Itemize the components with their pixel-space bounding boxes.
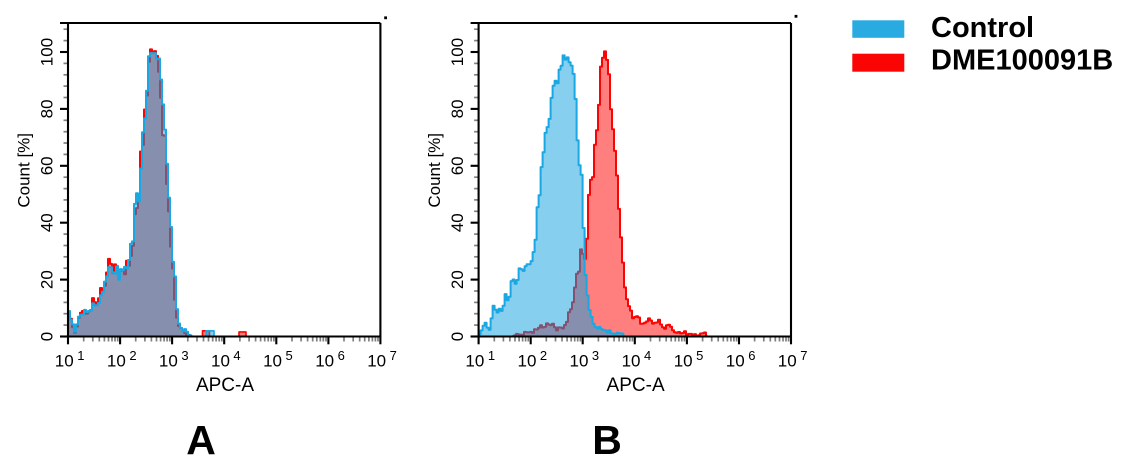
svg-text:0: 0 [448, 332, 467, 341]
svg-text:80: 80 [38, 99, 57, 118]
svg-text:Count [%]: Count [%] [15, 133, 34, 208]
svg-text:60: 60 [448, 156, 467, 175]
svg-text:40: 40 [38, 213, 57, 232]
svg-text:A: A [186, 417, 216, 463]
svg-text:80: 80 [448, 99, 467, 118]
svg-text:100: 100 [448, 38, 467, 66]
svg-text:B: B [592, 417, 622, 463]
svg-text:DME100091B: DME100091B [931, 45, 1113, 77]
svg-text:100: 100 [38, 38, 57, 66]
svg-text:0: 0 [38, 332, 57, 341]
svg-text:60: 60 [38, 156, 57, 175]
svg-text:APC-A: APC-A [196, 375, 254, 396]
svg-text:APC-A: APC-A [607, 375, 665, 396]
svg-text:Count [%]: Count [%] [425, 133, 444, 208]
svg-text:20: 20 [448, 270, 467, 289]
svg-text:20: 20 [38, 270, 57, 289]
svg-text:40: 40 [448, 213, 467, 232]
svg-text:Control: Control [931, 12, 1034, 44]
